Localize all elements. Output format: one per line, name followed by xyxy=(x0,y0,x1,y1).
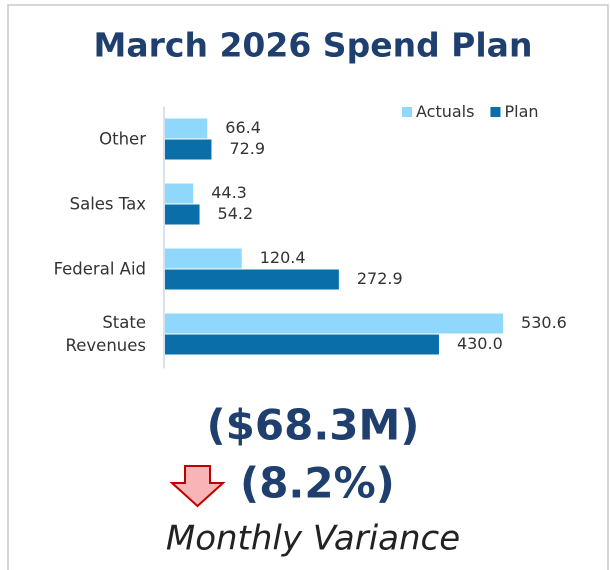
value-label: 66.4 xyxy=(225,118,261,137)
bar xyxy=(165,118,208,139)
value-label: 530.6 xyxy=(521,313,567,332)
legend-swatch xyxy=(490,107,501,117)
bar xyxy=(165,204,200,225)
down-arrow xyxy=(169,465,226,508)
kpi-percent: (8.2%) xyxy=(240,459,395,508)
kpi-value: ($68.3M) xyxy=(206,401,419,450)
bar xyxy=(165,248,242,269)
value-label: 272.9 xyxy=(357,269,403,288)
value-label: 72.9 xyxy=(229,139,265,158)
bar xyxy=(165,269,339,290)
legend-label: Plan xyxy=(504,102,538,121)
bar xyxy=(165,334,439,355)
kpi-caption: Monthly Variance xyxy=(166,519,460,559)
category-label: Federal Aid xyxy=(53,259,146,279)
category-label: Other xyxy=(99,129,146,149)
legend-label: Actuals xyxy=(416,102,474,121)
value-label: 54.2 xyxy=(218,204,254,223)
category-label: State Revenues xyxy=(65,313,146,355)
category-label: Sales Tax xyxy=(69,194,146,214)
value-label: 44.3 xyxy=(211,183,247,202)
bar xyxy=(165,313,504,334)
card-border xyxy=(7,4,609,570)
value-label: 430.0 xyxy=(457,334,503,353)
value-label: 120.4 xyxy=(260,248,306,267)
chart-title: March 2026 Spend Plan xyxy=(94,26,533,65)
legend-swatch xyxy=(402,107,412,117)
bar xyxy=(165,183,194,204)
bar xyxy=(165,139,212,160)
